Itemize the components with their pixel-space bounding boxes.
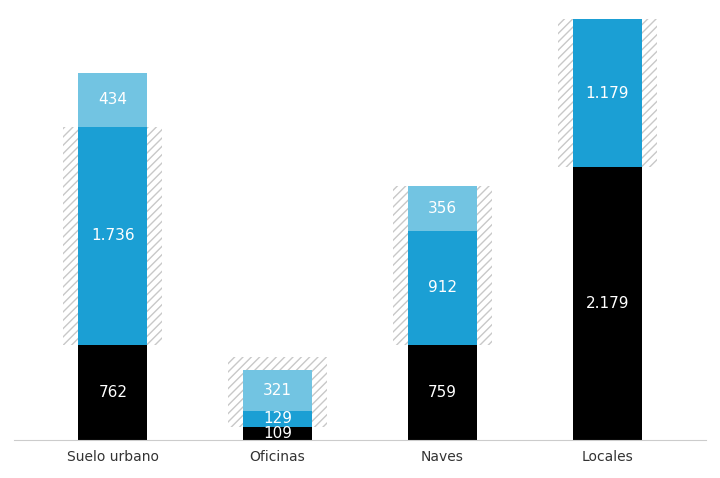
Bar: [558, 19, 657, 167]
Bar: [572, 167, 642, 440]
Bar: [408, 186, 477, 231]
Text: 1.179: 1.179: [585, 86, 629, 100]
Bar: [228, 357, 327, 427]
Bar: [243, 411, 312, 427]
Text: 762: 762: [98, 385, 127, 400]
Bar: [243, 427, 312, 440]
Text: 321: 321: [263, 383, 292, 398]
Text: 2.179: 2.179: [585, 296, 629, 311]
Bar: [63, 127, 162, 345]
Bar: [408, 231, 477, 345]
Text: 129: 129: [263, 411, 292, 426]
Text: 434: 434: [98, 92, 127, 108]
Text: 912: 912: [428, 281, 457, 295]
Bar: [243, 370, 312, 411]
Text: 1.736: 1.736: [91, 228, 135, 243]
Bar: [78, 127, 148, 345]
Bar: [572, 19, 642, 167]
Bar: [393, 186, 492, 345]
Text: 356: 356: [428, 201, 457, 216]
Text: 109: 109: [263, 426, 292, 441]
Bar: [408, 345, 477, 440]
Text: 759: 759: [428, 385, 457, 400]
Bar: [78, 345, 148, 440]
Bar: [78, 73, 148, 127]
